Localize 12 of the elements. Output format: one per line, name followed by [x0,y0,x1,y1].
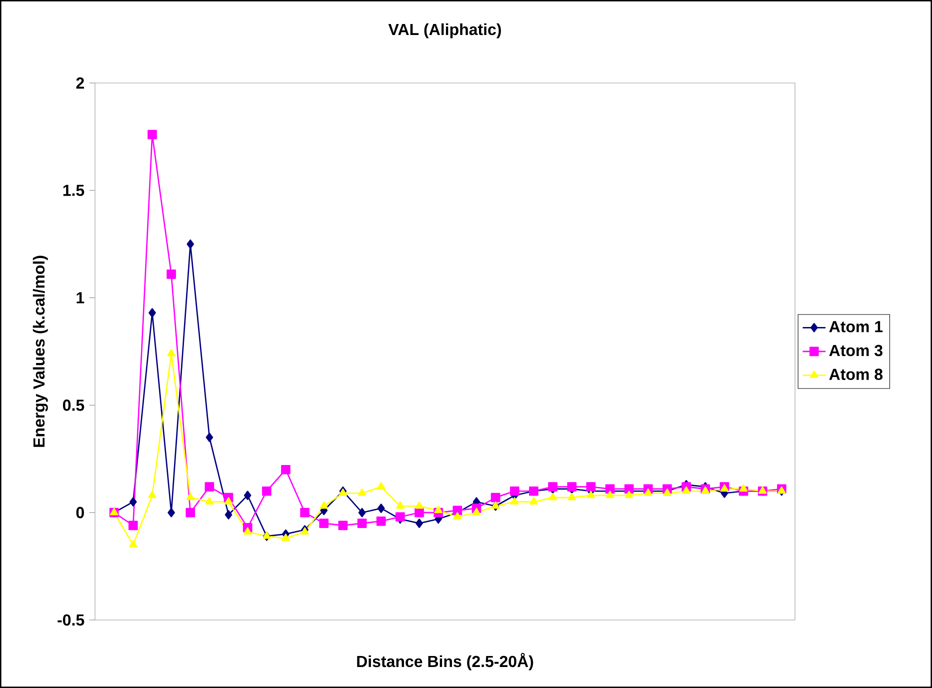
y-axis-title: Energy Values (k.cal/mol) [32,256,48,447]
y-tick-label: 0 [76,506,84,518]
y-tick-label: -0.5 [58,614,84,626]
legend-label: Atom 1 [829,321,883,332]
legend-label: Atom 3 [829,344,882,356]
y-tick-label: 1.5 [63,184,84,196]
y-tick-label: 0.5 [62,400,84,411]
legend-label: Atom 8 [829,368,883,380]
y-tick-label: 2 [76,77,84,89]
y-tick-label: 1 [76,292,84,304]
chart-title: VAL (Aliphatic) [388,23,501,38]
x-axis-title: Distance Bins (2.5-20Å) [357,652,534,670]
